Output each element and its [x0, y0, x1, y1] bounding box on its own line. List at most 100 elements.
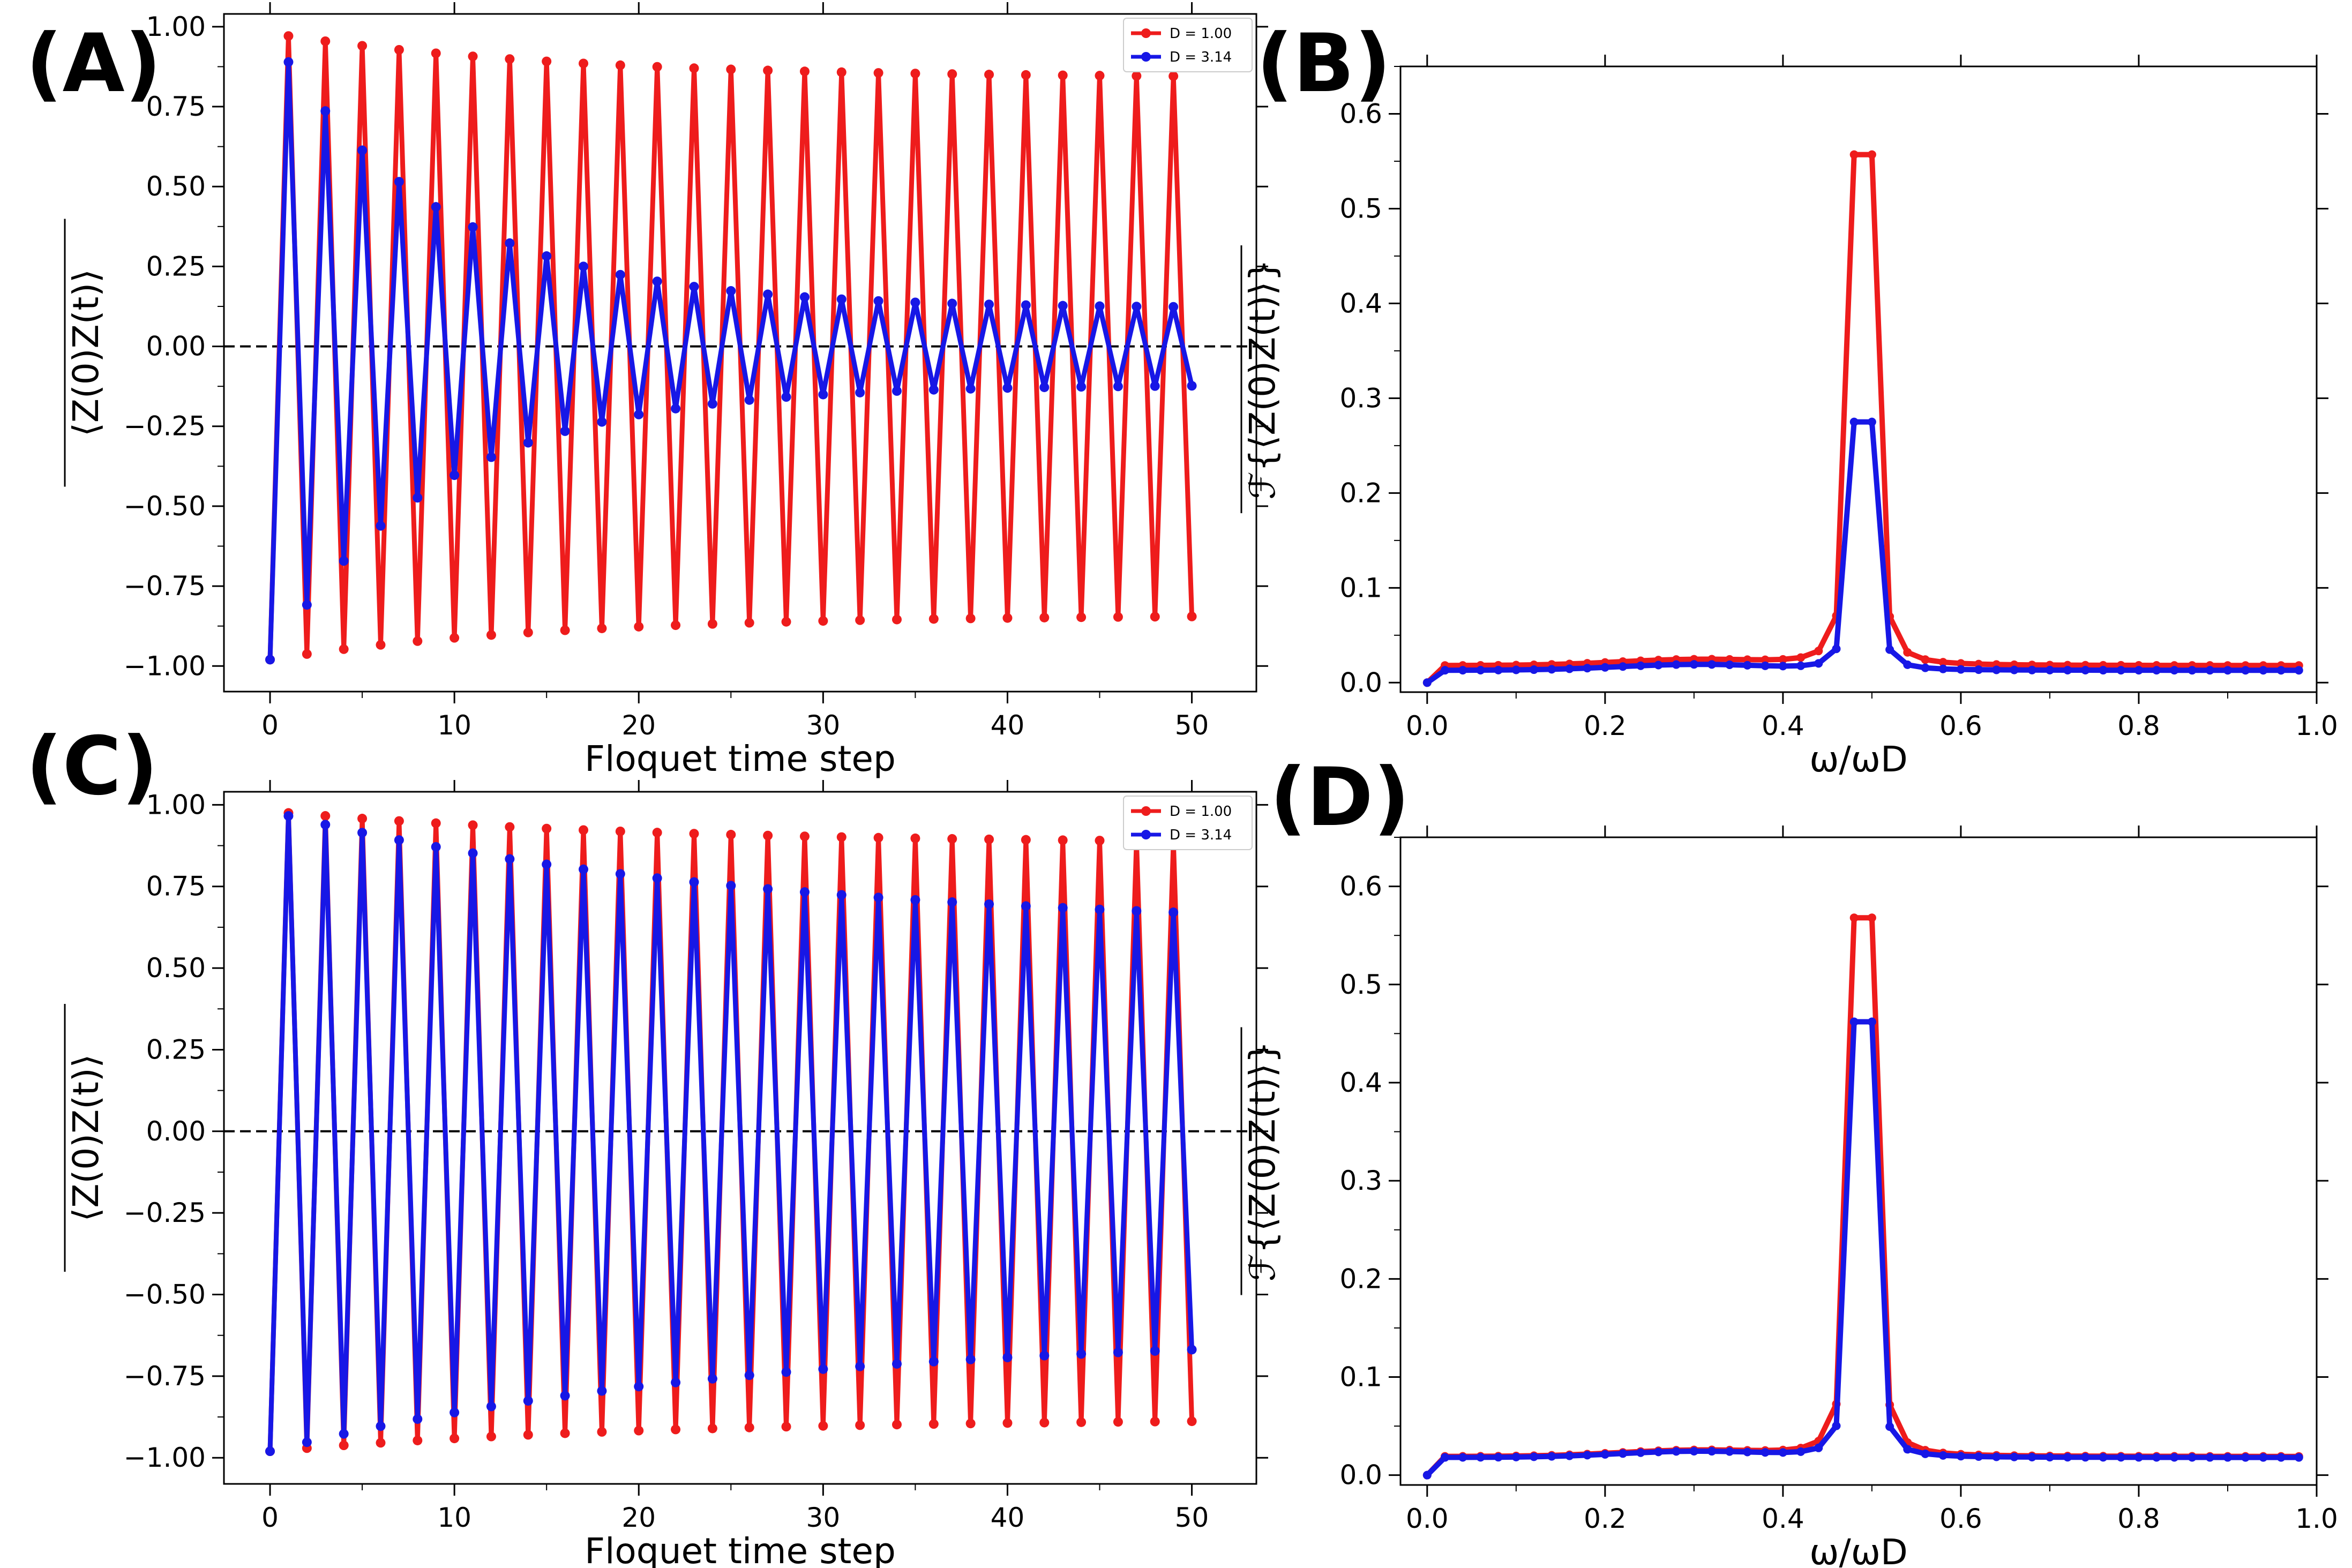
series-point-2	[265, 655, 275, 665]
series-point-2	[615, 269, 625, 280]
series-point-2	[339, 1429, 349, 1439]
series-point-1	[450, 1434, 460, 1444]
x-tick-label: 30	[806, 1502, 841, 1533]
series-point-1	[1113, 1417, 1123, 1427]
series-point-2	[1476, 666, 1485, 675]
series-point-1	[1002, 613, 1013, 623]
series-point-2	[597, 1386, 607, 1396]
series-point-2	[1974, 1452, 1983, 1461]
y-tick-label: −0.75	[124, 1361, 206, 1392]
series-point-1	[615, 60, 625, 70]
series-point-2	[320, 820, 331, 830]
series-point-1	[1095, 71, 1105, 81]
y-tick-label: −0.25	[124, 411, 206, 442]
legend-marker	[1141, 52, 1151, 62]
x-tick-label: 0.0	[1406, 710, 1449, 741]
y-tick-label: 0.50	[146, 171, 206, 202]
series-point-2	[1002, 383, 1013, 393]
x-axis-label: Floquet time step	[585, 738, 896, 779]
series-point-1	[855, 1420, 865, 1430]
series-point-1	[1938, 658, 1947, 667]
series-point-1	[873, 832, 883, 843]
series-point-1	[394, 816, 404, 826]
series-point-2	[2152, 1453, 2161, 1462]
series-point-2	[302, 1437, 312, 1447]
series-point-2	[928, 385, 939, 395]
x-tick-label: 0.4	[1762, 1503, 1804, 1534]
series-point-2	[1778, 662, 1787, 671]
series-point-1	[892, 1420, 902, 1430]
series-point-2	[505, 238, 515, 248]
legend-marker	[1141, 28, 1151, 38]
series-point-2	[542, 859, 552, 869]
series-point-2	[2010, 665, 2019, 674]
series-point-2	[1095, 904, 1105, 914]
series-point-2	[1849, 1017, 1859, 1026]
series-point-1	[1132, 71, 1142, 81]
y-tick-label: 0.6	[1339, 871, 1382, 902]
series-point-2	[1814, 659, 1823, 668]
series-point-2	[413, 493, 423, 503]
series-point-2	[1530, 665, 1539, 674]
plot-frame	[1399, 65, 2318, 693]
series-point-1	[652, 828, 662, 838]
series-point-1	[744, 618, 754, 628]
panel-label: (C)	[26, 720, 158, 813]
series-point-2	[2134, 666, 2143, 675]
series-point-2	[781, 1367, 791, 1377]
series-point-2	[1885, 645, 1894, 654]
series-point-1	[1076, 1417, 1087, 1427]
series-point-1	[597, 623, 607, 633]
series-point-2	[2099, 1453, 2108, 1462]
legend-label: D = 3.14	[1170, 827, 1232, 843]
series-point-2	[1796, 1447, 1806, 1456]
series-point-1	[339, 644, 349, 654]
series-point-1	[1903, 648, 1912, 657]
series-point-1	[1778, 655, 1787, 664]
x-tick-label: 0	[261, 1502, 279, 1533]
series-point-2	[1921, 663, 1930, 672]
series-point-2	[1168, 302, 1179, 312]
series-point-2	[1903, 1445, 1912, 1454]
series-point-1	[376, 1438, 386, 1448]
series-point-2	[689, 282, 699, 292]
series-point-1	[431, 818, 441, 828]
y-tick-label: 0.4	[1339, 1067, 1382, 1098]
series-point-2	[984, 899, 994, 909]
series-point-2	[873, 296, 883, 306]
series-point-2	[652, 873, 662, 883]
series-point-2	[836, 890, 847, 900]
series-point-2	[2188, 1453, 2197, 1462]
series-point-2	[2170, 666, 2179, 675]
series-point-2	[486, 452, 496, 462]
series-line-2	[1425, 419, 2299, 685]
legend-label: D = 3.14	[1170, 49, 1232, 65]
series-point-2	[1547, 1452, 1556, 1461]
y-tick-label: 0.5	[1339, 193, 1382, 224]
series-point-2	[560, 1391, 570, 1401]
series-point-2	[2027, 1452, 2036, 1461]
series-point-1	[671, 620, 681, 631]
series-point-2	[947, 897, 957, 907]
series-point-2	[2294, 666, 2303, 675]
series-point-2	[2223, 666, 2232, 675]
series-point-2	[579, 864, 589, 874]
x-tick-label: 20	[621, 710, 656, 741]
series-point-2	[1707, 1447, 1717, 1456]
series-point-1	[928, 1419, 939, 1429]
y-tick-label: 0.75	[146, 871, 206, 902]
series-point-2	[320, 106, 331, 116]
y-tick-label: 1.00	[146, 11, 206, 42]
series-point-2	[1619, 662, 1628, 671]
x-axis-label: Floquet time step	[585, 1531, 896, 1568]
series-point-2	[1938, 1451, 1947, 1460]
series-point-2	[1956, 1452, 1965, 1461]
series-point-2	[302, 600, 312, 610]
series-point-1	[1058, 70, 1068, 80]
y-tick-label: −0.50	[124, 491, 206, 522]
series-point-2	[799, 292, 810, 302]
series-point-2	[357, 828, 368, 838]
series-point-1	[302, 649, 312, 659]
series-point-2	[2259, 1453, 2268, 1462]
series-point-1	[320, 811, 331, 821]
